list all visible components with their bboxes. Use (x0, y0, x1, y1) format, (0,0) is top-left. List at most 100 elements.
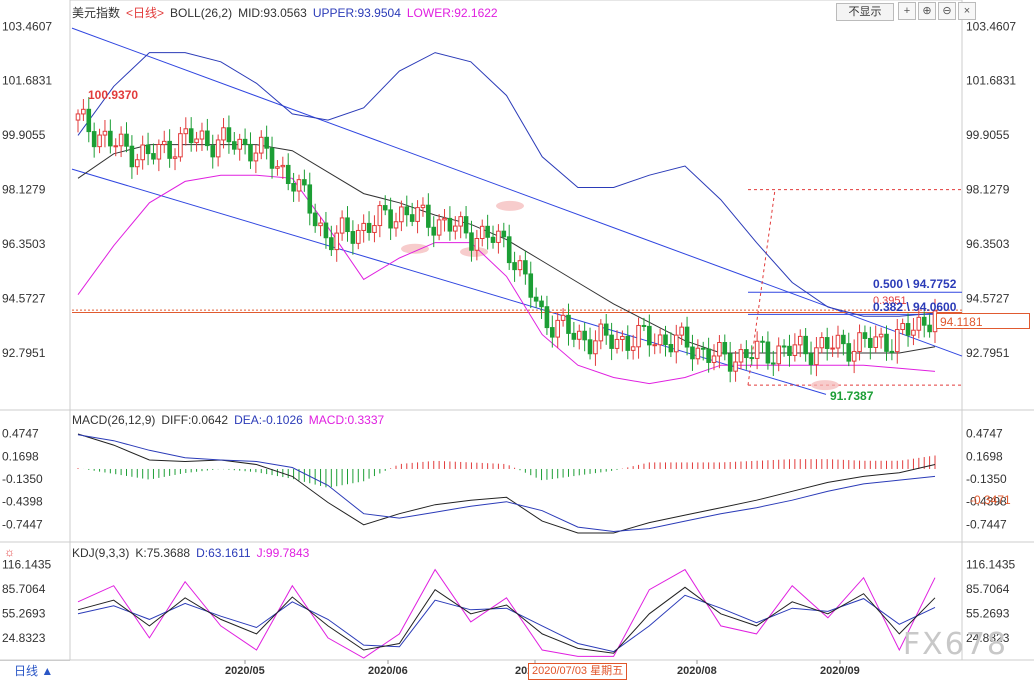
candle-body-75 (479, 225, 485, 240)
kdj-y-right-1: 85.7064 (966, 582, 1010, 596)
kdj-y-left-1: 85.7064 (2, 582, 46, 596)
candle-body-63 (415, 207, 420, 222)
candle-body-44 (312, 212, 318, 227)
candle-body-19 (178, 133, 183, 158)
kdj-y-left-2: 55.2693 (2, 607, 46, 621)
candle-body-155 (911, 329, 916, 336)
candle-body-36 (269, 147, 275, 169)
period-switch-button[interactable]: 日线 ▲ (0, 660, 70, 680)
candle-body-132 (787, 345, 792, 356)
macd-y-right-0: 0.4747 (966, 427, 1003, 441)
kdj-y-right-3: 24.8323 (966, 631, 1010, 645)
candle-body-153 (900, 323, 905, 331)
candle-body-103 (630, 346, 636, 351)
candle-body-12 (140, 144, 145, 161)
candle-body-83 (523, 260, 528, 275)
candle-body-92 (571, 332, 577, 340)
kdj-y-left-0: 116.1435 (2, 558, 51, 572)
candle-body-5 (102, 130, 108, 136)
candle-body-41 (296, 179, 302, 192)
candle-body-129 (771, 362, 776, 365)
candle-body-67 (436, 219, 442, 236)
candle-body-86 (539, 300, 544, 308)
candle-body-142 (841, 334, 846, 345)
period-label[interactable]: <日线> (126, 6, 165, 20)
candle-body-65 (426, 204, 431, 228)
macd-value: MACD:0.3337 (308, 413, 385, 427)
boll-mid-line (77, 144, 936, 354)
macd-current-tag: -0.3471 (970, 493, 1011, 507)
candle-body-2 (86, 108, 92, 133)
candle-body-107 (652, 344, 658, 347)
macd-y-left-2: -0.1350 (2, 472, 43, 486)
candle-body-11 (134, 159, 140, 168)
add-indicator-button[interactable]: + (898, 2, 916, 20)
candle-body-9 (124, 133, 129, 147)
fib-500-label: 0.500 \ 94.7752 (873, 277, 957, 291)
kdj-d-line (77, 594, 936, 653)
candle-body-23 (199, 130, 205, 140)
y-tick-left-5: 94.5727 (2, 292, 46, 306)
symbol-title: 美元指数 (72, 6, 121, 20)
candle-body-88 (550, 327, 555, 338)
candle-body-78 (496, 230, 501, 243)
candle-body-31 (242, 138, 248, 145)
candle-body-87 (544, 306, 550, 329)
candle-body-35 (264, 136, 269, 149)
x-tick-4: 2020/09 (820, 665, 860, 677)
candle-body-16 (161, 140, 167, 145)
candle-body-34 (258, 136, 264, 154)
macd-y-left-0: 0.4747 (2, 427, 39, 441)
candle-body-123 (738, 349, 744, 363)
boll-upper: UPPER:93.9504 (312, 6, 401, 20)
kdj-settings-icon[interactable]: ☼ (4, 545, 15, 559)
candle-body-72 (463, 216, 469, 234)
y-tick-left-6: 92.7951 (2, 346, 46, 360)
candle-body-139 (824, 337, 830, 349)
candle-body-112 (679, 326, 684, 336)
macd-y-left-4: -0.7447 (2, 517, 43, 531)
candle-body-90 (560, 314, 566, 321)
close-button[interactable]: × (958, 2, 976, 20)
candle-body-137 (814, 347, 819, 366)
candle-body-116 (700, 347, 706, 350)
candle-body-56 (377, 205, 383, 227)
candle-body-85 (533, 296, 539, 302)
candle-body-84 (528, 273, 534, 298)
candle-body-29 (232, 141, 237, 150)
candle-body-14 (151, 153, 156, 160)
highlight-ellipse-2 (496, 200, 524, 211)
candle-body-131 (781, 345, 787, 348)
candle-body-156 (916, 316, 922, 331)
hide-toggle-button[interactable]: 不显示 (836, 3, 894, 21)
candle-body-117 (706, 348, 711, 363)
highlight-ellipse-1 (460, 246, 488, 257)
candle-body-71 (458, 216, 463, 227)
candle-body-61 (404, 206, 410, 216)
candle-body-20 (183, 128, 189, 135)
candle-body-69 (447, 217, 453, 232)
zoom-out-button[interactable]: ⊖ (938, 2, 956, 20)
candle-body-3 (91, 131, 97, 148)
candle-body-28 (226, 127, 232, 143)
crosshair-date-tip: 2020/07/03 星期五 (528, 663, 628, 680)
candle-body-52 (355, 229, 361, 244)
macd-diff-line (77, 433, 936, 534)
zoom-in-button[interactable]: ⊕ (918, 2, 936, 20)
candle-body-108 (657, 334, 663, 346)
candle-body-39 (285, 164, 291, 185)
candle-body-55 (372, 225, 377, 233)
candle-body-60 (399, 206, 404, 223)
candle-body-70 (452, 225, 458, 232)
candle-body-24 (205, 130, 210, 147)
candle-body-8 (118, 133, 124, 147)
macd-y-right-3: -0.4398 (966, 495, 1007, 509)
candle-body-30 (237, 138, 242, 150)
candle-body-25 (210, 145, 216, 158)
candle-body-89 (555, 319, 561, 338)
candle-body-105 (641, 324, 647, 327)
candle-body-128 (765, 341, 771, 364)
candle-body-91 (566, 314, 571, 334)
candle-body-124 (744, 349, 749, 359)
